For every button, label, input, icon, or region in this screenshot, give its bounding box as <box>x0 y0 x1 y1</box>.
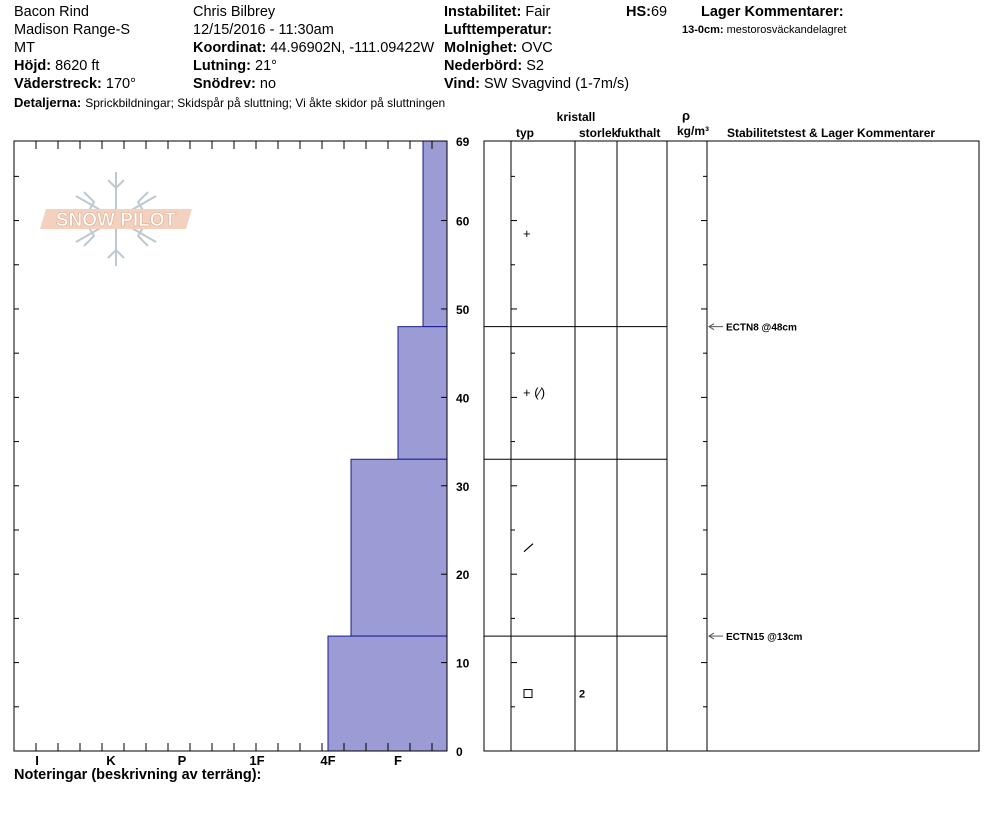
height-tick-label: 69 <box>456 135 470 149</box>
grain-size: 2 <box>579 689 585 701</box>
precip-value: S2 <box>526 58 544 74</box>
drift-label: Snödrev: <box>193 76 256 92</box>
drift-value: no <box>259 76 277 92</box>
observer: Chris Bilbrey <box>193 4 276 20</box>
snow-height: HS:69 <box>626 3 667 21</box>
grain-symbol: + <box>523 226 531 241</box>
hardness-bar <box>397 326 448 460</box>
precipitation: Nederbörd: S2 <box>444 57 544 75</box>
header-fukthalt: fukthalt <box>617 126 660 140</box>
aspect-value: 170° <box>105 76 136 92</box>
stability-test-label: ECTN8 @48cm <box>726 323 797 334</box>
coord-label: Koordinat: <box>193 40 267 56</box>
drift: Snödrev: no <box>193 75 276 93</box>
stability-arrow-head <box>708 323 715 331</box>
grain-symbol-facets <box>523 689 533 699</box>
elevation-label: Höjd: <box>14 58 52 74</box>
stability-test-label: ECTN15 @13cm <box>726 632 803 643</box>
header-stability: Stabilitetstest & Lager Kommentarer <box>727 126 935 140</box>
hs-value: 69 <box>650 4 668 20</box>
hardness-tick-label: 1F <box>249 753 264 768</box>
airtemp-label: Lufttemperatur: <box>444 22 552 38</box>
layer-comment-range: 13-0cm: <box>682 24 724 36</box>
sky-label: Molnighet: <box>444 40 518 56</box>
hardness-bar <box>327 635 448 752</box>
wind-value: SW Svagvind (1-7m/s) <box>484 76 630 92</box>
elevation: Höjd: 8620 ft <box>14 57 99 75</box>
stability-label: Instabilitet: <box>444 4 522 20</box>
snowpilot-logo: SNOW PILOT <box>40 172 192 266</box>
location: Bacon Rind <box>14 4 89 20</box>
notes-label: Noteringar (beskrivning av terräng): <box>14 767 262 783</box>
hardness-tick-label: F <box>394 753 402 768</box>
range: Madison Range-S <box>14 22 131 38</box>
hardness-tick-label: I <box>35 753 39 768</box>
header-storlek: storlek <box>579 126 619 140</box>
hardness-profile: I K P 1F 4F F 0 10 20 30 40 50 60 69 <box>13 135 470 768</box>
stability-arrow-head <box>708 632 715 640</box>
details-value: Sprickbildningar; Skidspår på sluttning;… <box>85 96 446 110</box>
stability: Instabilitet: Fair <box>444 3 550 21</box>
header-density-unit: kg/m³ <box>677 124 709 138</box>
coordinates: Koordinat: 44.96902N, -111.09422W <box>193 39 434 57</box>
hardness-tick-label: K <box>106 753 116 768</box>
stability-value: Fair <box>525 4 551 20</box>
grain-symbol-decomposing <box>523 543 534 553</box>
hardness-bar <box>350 458 448 637</box>
logo-band <box>40 209 192 229</box>
aspect-label: Väderstreck: <box>14 76 102 92</box>
layer-comment-text: mestorosväckandelagret <box>726 24 847 36</box>
hs-label: HS: <box>626 4 651 20</box>
hardness-tick-label: 4F <box>320 753 335 768</box>
elevation-value: 8620 ft <box>55 58 100 74</box>
slope-label: Lutning: <box>193 58 251 74</box>
datetime: 12/15/2016 - 11:30am <box>193 22 334 38</box>
sky-cover: Molnighet: OVC <box>444 39 553 57</box>
wind-label: Vind: <box>444 76 480 92</box>
sky-value: OVC <box>521 40 553 56</box>
logo-text: SNOW PILOT <box>56 210 177 231</box>
header-kristall: kristall <box>557 110 596 124</box>
height-tick-label: 40 <box>456 391 470 405</box>
precip-label: Nederbörd: <box>444 58 523 74</box>
hardness-tick-label: P <box>178 753 187 768</box>
height-tick-label: 60 <box>456 215 470 229</box>
coord-value: 44.96902N, -111.09422W <box>270 40 435 56</box>
plot-frame <box>13 140 448 752</box>
aspect: Väderstreck: 170° <box>14 75 136 93</box>
details: Detaljerna: Sprickbildningar; Skidspår p… <box>14 94 445 112</box>
slope: Lutning: 21° <box>193 57 277 75</box>
details-label: Detaljerna: <box>14 95 82 110</box>
header-typ: typ <box>516 126 534 140</box>
height-tick-label: 30 <box>456 480 470 494</box>
height-tick-label: 0 <box>456 745 463 759</box>
height-tick-label: 50 <box>456 303 470 317</box>
height-tick-label: 10 <box>456 657 470 671</box>
layer-comment: 13-0cm: mestorosväckandelagret <box>682 23 846 37</box>
table-frame <box>483 140 980 752</box>
header-rho: ρ <box>682 108 690 123</box>
slope-value: 21° <box>255 58 277 74</box>
state: MT <box>14 40 35 56</box>
air-temperature: Lufttemperatur: <box>444 21 552 39</box>
layer-comments-title: Lager Kommentarer: <box>701 4 844 20</box>
grain-symbol: + (⁄) <box>523 385 545 400</box>
height-tick-label: 20 <box>456 568 470 582</box>
wind: Vind: SW Svagvind (1-7m/s) <box>444 75 629 93</box>
hardness-bar <box>422 140 448 328</box>
